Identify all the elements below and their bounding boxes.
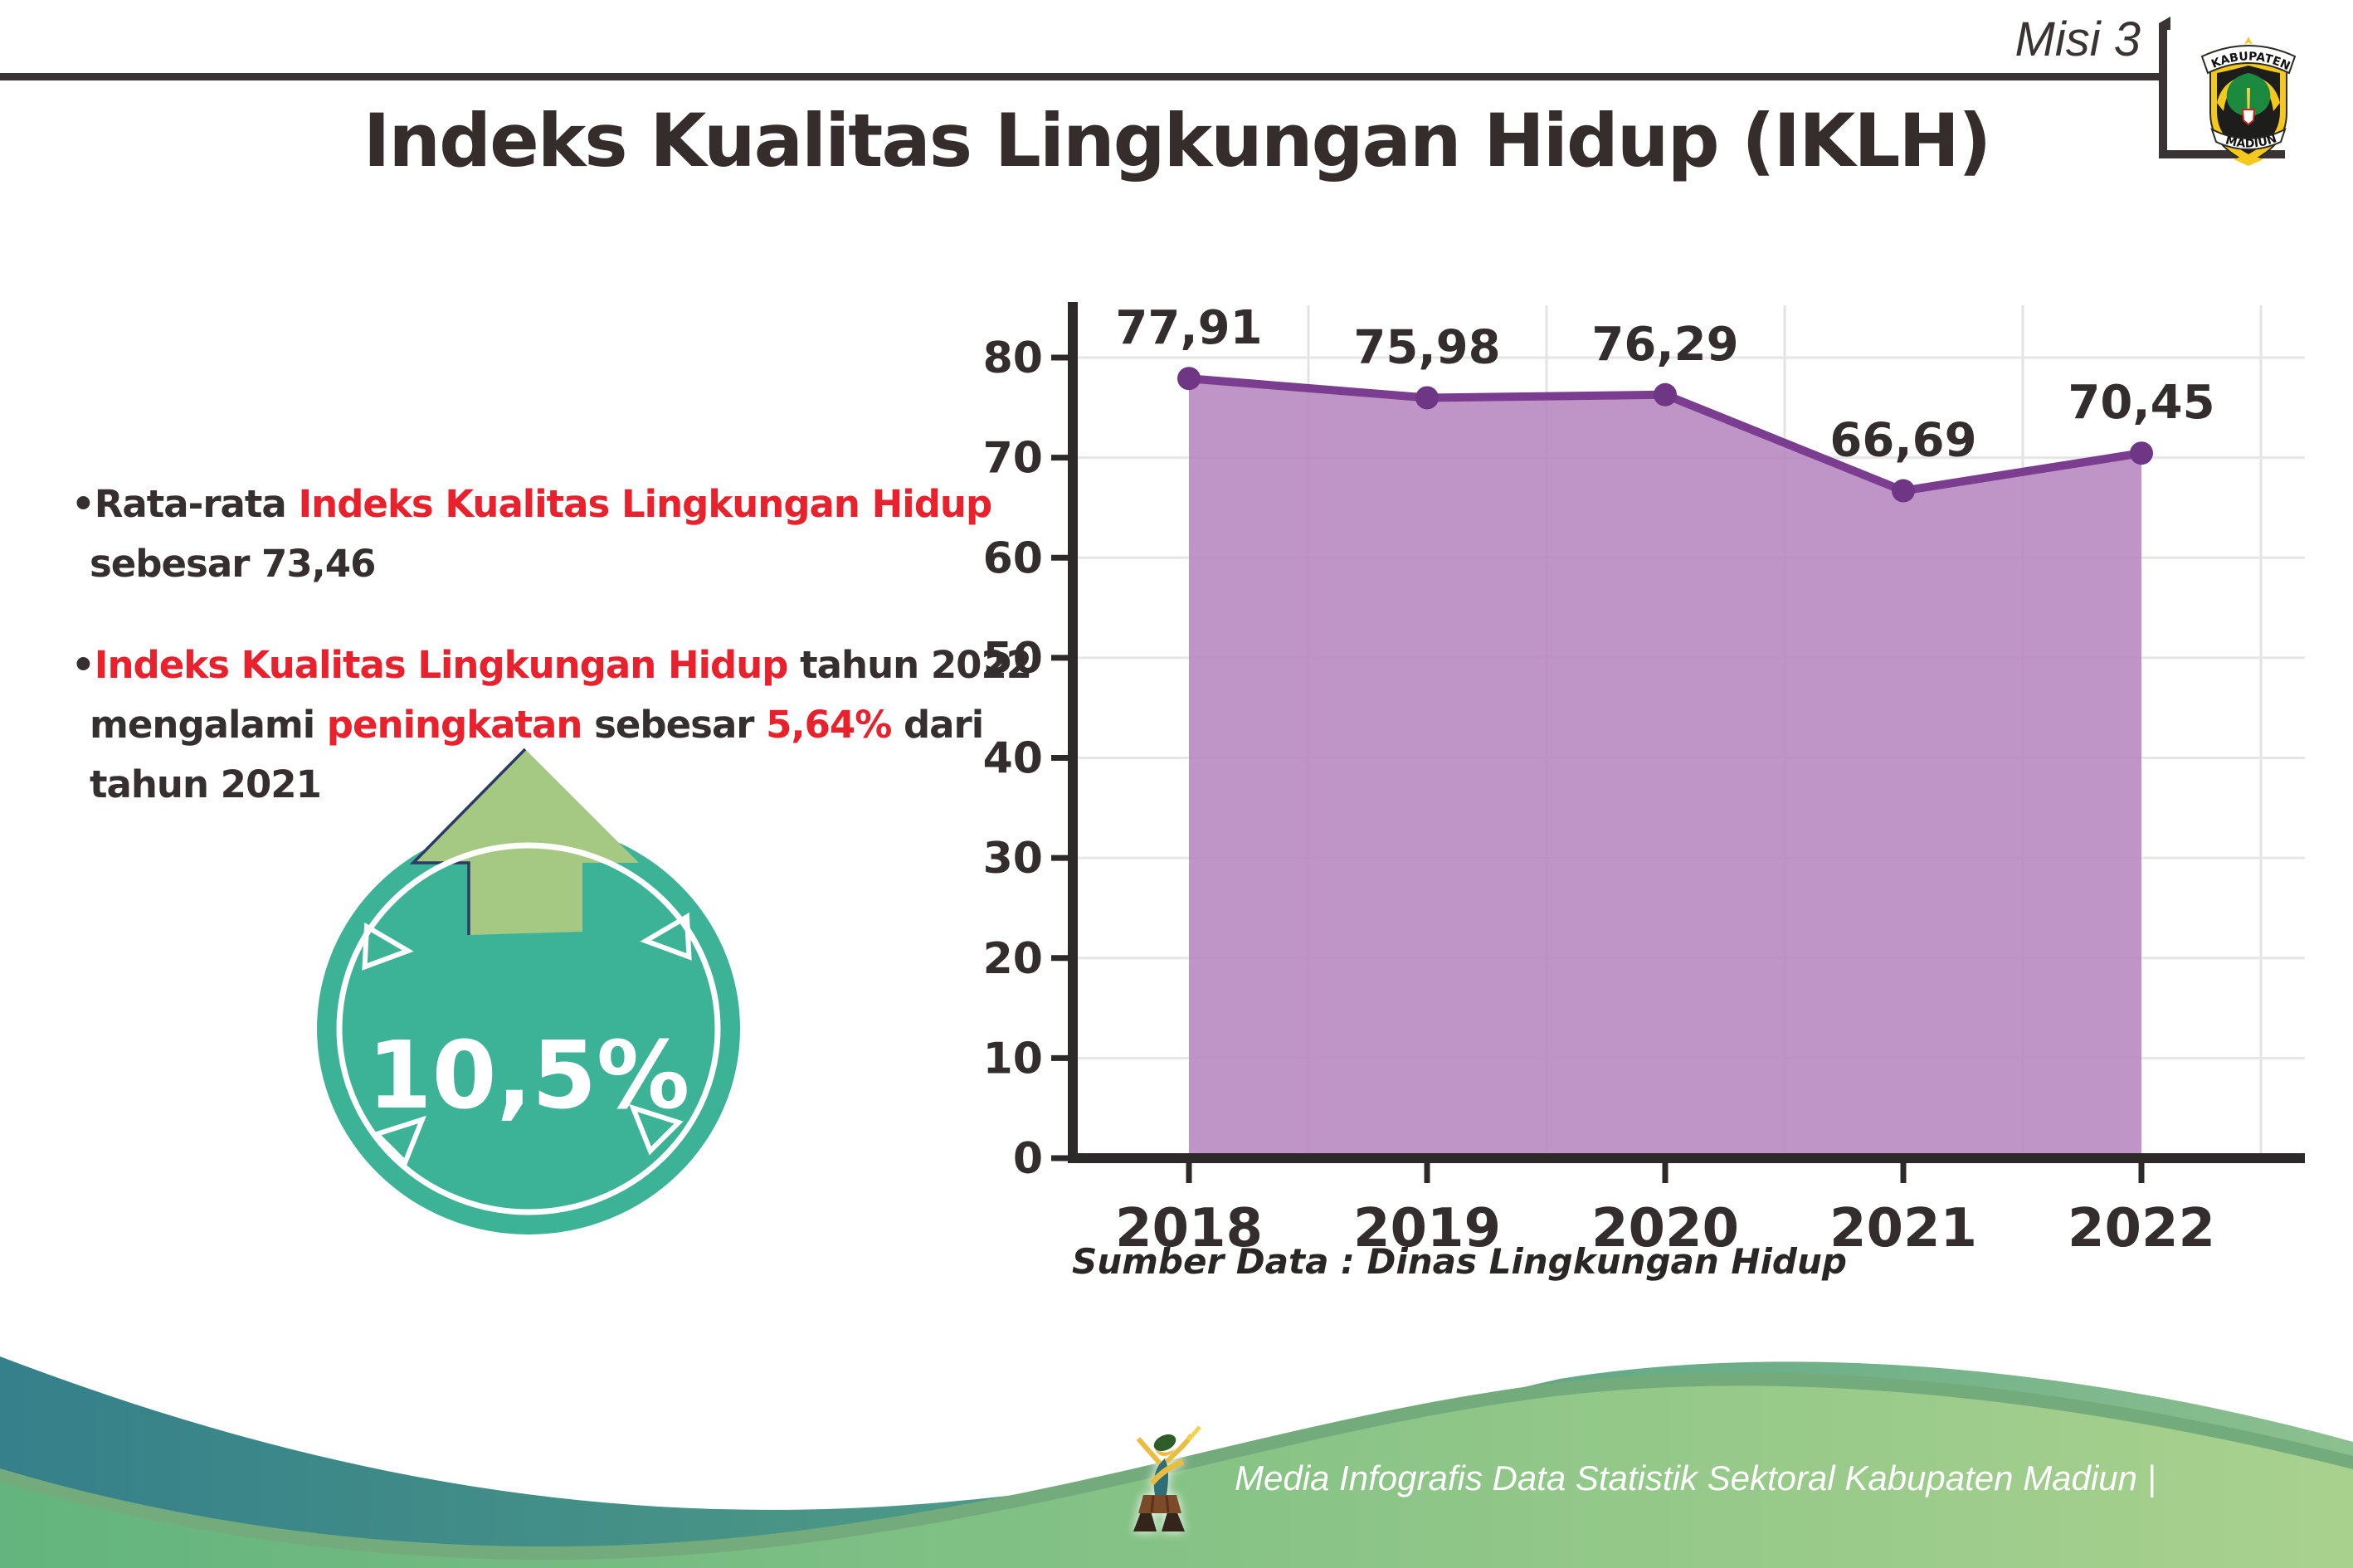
- text-part: sebesar 73,46: [90, 542, 376, 586]
- page-title: Indeks Kualitas Lingkungan Hidup (IKLH): [363, 98, 1992, 183]
- logo-text-madiun: MADIUN: [2224, 132, 2279, 150]
- svg-text:76,29: 76,29: [1591, 318, 1738, 372]
- mascot-sash: [1149, 1458, 1185, 1486]
- text-part: mengalami: [90, 703, 327, 747]
- iklh-area-chart: 77,91 75,98 76,29 66,69 70,45 0 10 20 30 40 50 60 70…: [983, 301, 2305, 1259]
- svg-text:77,91: 77,91: [1115, 301, 1262, 355]
- text-part: sebesar: [582, 703, 767, 747]
- svg-text:80: 80: [983, 334, 1043, 383]
- svg-text:75,98: 75,98: [1353, 320, 1500, 374]
- svg-text:70: 70: [983, 434, 1043, 484]
- svg-text:20: 20: [983, 934, 1043, 984]
- text-part: tahun 2021: [90, 762, 322, 806]
- bullet-average-iklh: •Rata-rata Indeks Kualitas Lingkungan Hi…: [71, 475, 1001, 594]
- svg-text:40: 40: [983, 734, 1043, 784]
- svg-text:2020: 2020: [1591, 1198, 1739, 1259]
- svg-text:2021: 2021: [1829, 1198, 1977, 1259]
- svg-text:0: 0: [1013, 1134, 1043, 1184]
- logo-frame-vertical: [2159, 27, 2167, 158]
- svg-text:66,69: 66,69: [1829, 414, 1976, 468]
- text-part-red: Indeks Kualitas Lingkungan Hidup: [94, 643, 789, 687]
- text-part-red: Indeks Kualitas Lingkungan Hidup: [298, 482, 992, 526]
- dancer-mascot: [1133, 1425, 1201, 1531]
- svg-text:70,45: 70,45: [2068, 376, 2214, 430]
- mascot-head-leaf: [1153, 1434, 1176, 1452]
- svg-text:10: 10: [983, 1034, 1043, 1083]
- svg-text:50: 50: [983, 634, 1043, 684]
- mascot-skirt: [1138, 1495, 1181, 1513]
- text-part: •: [71, 643, 95, 687]
- up-arrow-outline: [409, 747, 527, 935]
- svg-text:2019: 2019: [1353, 1198, 1501, 1259]
- mascot-head-accent: [1155, 1449, 1175, 1456]
- increase-badge: 10,5%: [317, 747, 740, 1234]
- text-part: dari: [891, 703, 984, 747]
- mascot-arm-left: [1136, 1437, 1162, 1465]
- crest: KABUPATEN MADIUN: [2200, 37, 2297, 166]
- mascot-pen: [1186, 1425, 1201, 1442]
- misi-label: Misi 3: [2014, 12, 2141, 66]
- text-part: •Rata-rata: [71, 482, 299, 526]
- bullet-increase-2022: •Indeks Kualitas Lingkungan Hidup tahun …: [71, 635, 1032, 815]
- svg-text:2018: 2018: [1115, 1198, 1263, 1259]
- footer-caption: Media Infografis Data Statistik Sektoral…: [1235, 1458, 2156, 1497]
- mascot-leg-right: [1162, 1498, 1185, 1531]
- mascot-leg-left: [1133, 1497, 1157, 1531]
- green-wave: [0, 1385, 2353, 1568]
- badge-inner-ring: [336, 842, 721, 1215]
- svg-text:2022: 2022: [2068, 1198, 2215, 1259]
- svg-text:60: 60: [983, 533, 1043, 583]
- logo-frame-horizontal: [2159, 150, 2285, 158]
- svg-text:30: 30: [983, 834, 1043, 884]
- svg-text:MADIUN: MADIUN: [2224, 132, 2279, 150]
- badge-value: 10,5%: [368, 1022, 690, 1130]
- badge-spark-triangles: [362, 912, 692, 1167]
- chart-source-note: Sumber Data : Dinas Lingkungan Hidup: [1072, 1241, 1847, 1282]
- badge-circle: [317, 823, 740, 1234]
- text-part-red: 5,64%: [766, 703, 892, 747]
- text-part: tahun 2022: [787, 643, 1032, 687]
- text-part-red: peningkatan: [326, 703, 583, 747]
- header-rule: [0, 73, 2161, 80]
- kabupaten-madiun-logo: KABUPATEN MADIUN: [2159, 17, 2297, 166]
- footer-waves: [0, 1356, 2353, 1568]
